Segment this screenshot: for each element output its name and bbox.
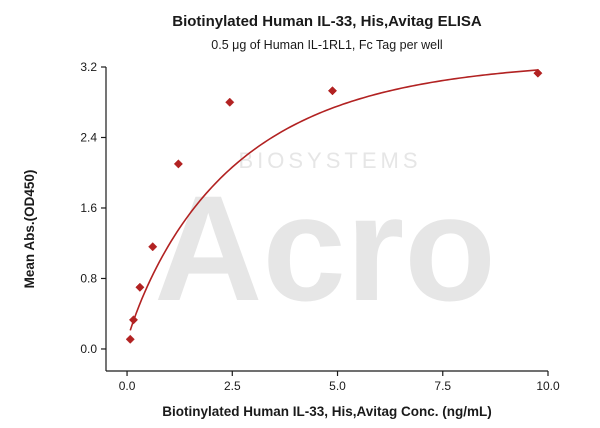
chart-title: Biotinylated Human IL-33, His,Avitag ELI… — [172, 13, 482, 30]
y-tick-label: 0.8 — [80, 271, 97, 285]
chart-subtitle: 0.5 μg of Human IL-1RL1, Fc Tag per well — [211, 38, 442, 52]
y-tick-label: 2.4 — [80, 130, 97, 144]
y-tick-label: 1.6 — [80, 201, 97, 215]
x-axis-label: Biotinylated Human IL-33, His,Avitag Con… — [162, 404, 492, 419]
y-tick-label: 0.0 — [80, 342, 97, 356]
x-ticks: 0.0 2.5 5.0 7.5 10.0 — [119, 371, 560, 393]
watermark-tagline: BIOSYSTEMS — [238, 148, 421, 173]
fit-curve — [129, 69, 538, 331]
y-tick-label: 3.2 — [80, 60, 97, 74]
data-point — [128, 315, 139, 325]
y-ticks: 0.0 0.8 1.6 2.4 3.2 — [80, 60, 106, 356]
data-point — [148, 242, 158, 252]
x-tick-label: 2.5 — [224, 379, 241, 393]
x-tick-label: 5.0 — [329, 379, 346, 393]
data-point — [533, 68, 543, 78]
data-point — [327, 86, 338, 96]
data-point — [173, 159, 183, 169]
x-tick-label: 10.0 — [536, 379, 560, 393]
series-group — [125, 68, 543, 344]
watermark: BIOSYSTEMS Acro — [154, 148, 496, 332]
axes — [105, 67, 548, 372]
x-tick-label: 7.5 — [434, 379, 451, 393]
data-point — [125, 334, 135, 344]
watermark-brand: Acro — [154, 164, 496, 332]
data-point — [135, 282, 145, 292]
x-tick-label: 0.0 — [119, 379, 136, 393]
y-axis-label: Mean Abs.(OD450) — [22, 170, 37, 289]
data-point — [225, 97, 235, 107]
